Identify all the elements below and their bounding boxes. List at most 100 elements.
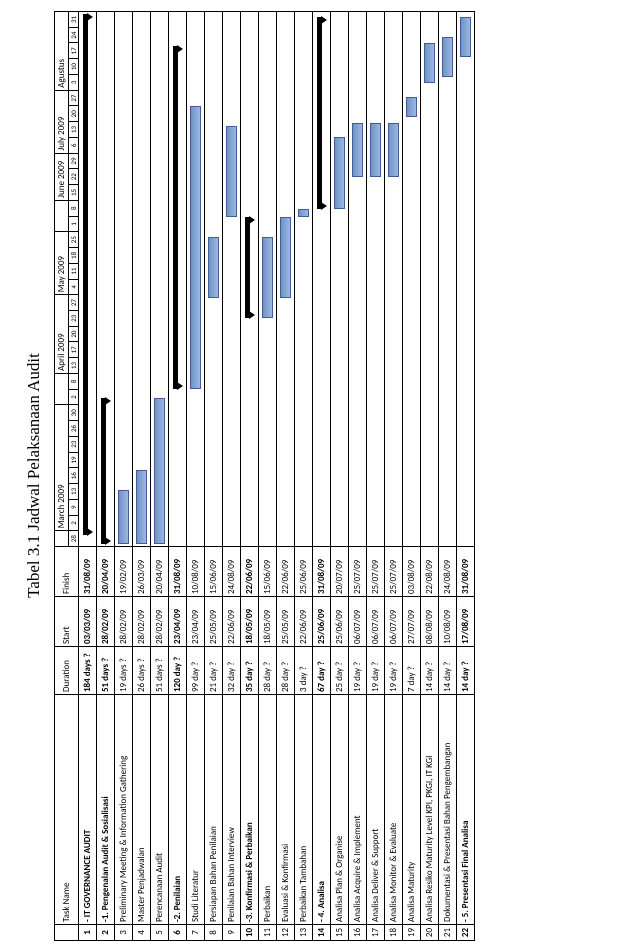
row-fin: 20/04/09 — [97, 547, 115, 597]
table-row: 22- 5. Presentasi Final Analisa14 day ?1… — [457, 12, 475, 941]
summary-bar — [173, 46, 178, 390]
week-header: 25 — [69, 232, 79, 248]
row-gantt — [313, 12, 331, 547]
week-header: 2 — [69, 515, 79, 531]
week-header: 20 — [69, 106, 79, 122]
week-header: 31 — [69, 12, 79, 28]
row-dur: 35 day ? — [241, 647, 259, 695]
month-header — [55, 373, 69, 404]
row-num: 20 — [421, 925, 439, 941]
gantt-table: Task NameDurationStartFinishMarch 2009Ap… — [54, 11, 475, 941]
row-start: 17/08/09 — [457, 597, 475, 647]
row-fin: 25/07/09 — [367, 547, 385, 597]
row-dur: 26 days ? — [133, 647, 151, 695]
row-start: 25/05/09 — [205, 597, 223, 647]
row-task: - 5. Presentasi Final Analisa — [457, 695, 475, 925]
row-fin: 26/03/09 — [133, 547, 151, 597]
row-num: 2 — [97, 925, 115, 941]
row-task: -2. Penilaian — [169, 695, 187, 925]
gantt-bar — [280, 217, 291, 297]
week-header: 26 — [69, 421, 79, 437]
week-header: 24 — [69, 27, 79, 43]
row-num: 13 — [295, 925, 313, 941]
row-task: - IT GOVERNANCE AUDIT — [79, 695, 97, 925]
row-gantt — [205, 12, 223, 547]
table-head: Task NameDurationStartFinishMarch 2009Ap… — [55, 12, 79, 941]
gantt-bar — [154, 398, 165, 544]
row-num: 11 — [259, 925, 277, 941]
table-row: 21Dokumentasi & Presentasi Bahan Pengemb… — [439, 12, 457, 941]
row-dur: 3 day ? — [295, 647, 313, 695]
row-num: 3 — [115, 925, 133, 941]
row-dur: 120 day ? — [169, 647, 187, 695]
row-dur: 28 day ? — [259, 647, 277, 695]
row-task: Analisa Monitor & Evaluate — [385, 695, 403, 925]
table-row: 8Persiapan Bahan Penilaian21 day ?25/05/… — [205, 12, 223, 941]
week-header: 28 — [69, 531, 79, 547]
row-dur: 19 day ? — [349, 647, 367, 695]
table-row: 3Preliminary Meeting & Information Gathe… — [115, 12, 133, 941]
row-task: - 4. Analisa — [313, 695, 331, 925]
row-fin: 31/08/09 — [457, 547, 475, 597]
table-caption: Tabel 3.1 Jadwal Pelaksanaan Audit — [24, 0, 44, 951]
row-num: 22 — [457, 925, 475, 941]
row-dur: 25 day ? — [331, 647, 349, 695]
row-fin: 25/07/09 — [385, 547, 403, 597]
month-header: April 2009 — [55, 295, 69, 374]
row-gantt — [331, 12, 349, 547]
gantt-bar — [424, 43, 435, 83]
col-dur: Duration — [55, 647, 79, 695]
row-task: Perencanaan Audit — [151, 695, 169, 925]
row-dur: 19 days ? — [115, 647, 133, 695]
row-task: -1. Pengenalan Audit & Sosialisasi — [97, 695, 115, 925]
row-task: Dokumentasi & Presentasi Bahan Pengemban… — [439, 695, 457, 925]
week-header: 17 — [69, 43, 79, 59]
row-start: 25/06/09 — [313, 597, 331, 647]
week-header: 9 — [69, 499, 79, 515]
row-start: 18/05/09 — [259, 597, 277, 647]
row-num: 9 — [223, 925, 241, 941]
row-start: 23/04/09 — [187, 597, 205, 647]
row-num: 6 — [169, 925, 187, 941]
week-header: 10 — [69, 59, 79, 75]
row-task: Analisa Deliver & Support — [367, 695, 385, 925]
row-task: Preliminary Meeting & Information Gather… — [115, 695, 133, 925]
table-row: 16Analisa Acquire & Implement19 day ?06/… — [349, 12, 367, 941]
week-header: 13 — [69, 358, 79, 374]
row-num: 8 — [205, 925, 223, 941]
gantt-bar — [136, 470, 147, 544]
gantt-bar — [388, 123, 399, 177]
row-start: 06/07/09 — [367, 597, 385, 647]
row-num: 19 — [403, 925, 421, 941]
row-num: 1 — [79, 925, 97, 941]
gantt-bar — [370, 123, 381, 177]
row-fin: 31/08/09 — [313, 547, 331, 597]
row-gantt — [223, 12, 241, 547]
row-task: Perbaikan Tambahan — [295, 695, 313, 925]
summary-bar — [245, 217, 250, 317]
week-header: 18 — [69, 248, 79, 264]
table-row: 1- IT GOVERNANCE AUDIT184 days ?03/03/09… — [79, 12, 97, 941]
row-num: 15 — [331, 925, 349, 941]
row-num: 18 — [385, 925, 403, 941]
row-fin: 10/08/09 — [187, 547, 205, 597]
row-gantt — [133, 12, 151, 547]
row-dur: 14 day ? — [457, 647, 475, 695]
row-num: 17 — [367, 925, 385, 941]
row-num: 7 — [187, 925, 205, 941]
month-header — [55, 200, 69, 231]
week-header: 23 — [69, 436, 79, 452]
row-num: 10 — [241, 925, 259, 941]
week-header: 22 — [69, 169, 79, 185]
row-num: 16 — [349, 925, 367, 941]
col-num — [55, 925, 79, 941]
row-start: 28/02/09 — [115, 597, 133, 647]
row-fin: 20/04/09 — [151, 547, 169, 597]
row-fin: 24/08/09 — [439, 547, 457, 597]
row-dur: 19 day ? — [385, 647, 403, 695]
row-gantt — [115, 12, 133, 547]
row-fin: 20/07/09 — [331, 547, 349, 597]
row-gantt — [295, 12, 313, 547]
table-row: 13Perbaikan Tambahan3 day ?22/06/0925/06… — [295, 12, 313, 941]
row-fin: 22/06/09 — [241, 547, 259, 597]
